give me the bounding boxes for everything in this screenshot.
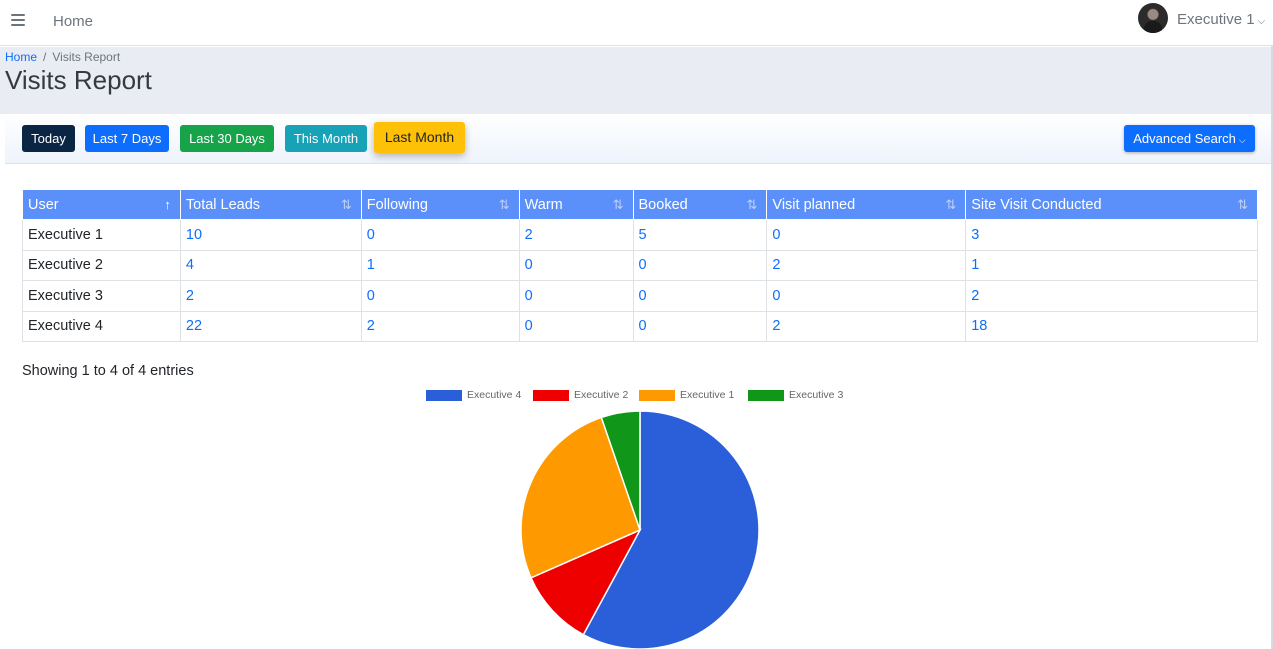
following-link[interactable]: 2 <box>360 310 520 342</box>
today-button[interactable]: Today <box>22 125 75 152</box>
breadcrumb: Home / Visits Report <box>5 50 120 64</box>
warm-link[interactable]: 2 <box>518 219 634 251</box>
user-cell: Executive 1 <box>22 219 181 251</box>
warm-link[interactable]: 0 <box>518 249 634 281</box>
table-row: Executive 1 10 0 2 5 0 3 <box>22 219 1258 251</box>
sort-icon: ⇅ <box>340 197 352 212</box>
visit-planned-link[interactable]: 0 <box>766 280 967 312</box>
column-header-label: User <box>28 196 59 213</box>
user-cell: Executive 4 <box>22 310 181 342</box>
sort-ascending-icon: ↑ <box>164 197 171 212</box>
legend-label: Executive 4 <box>467 389 522 401</box>
table-row: Executive 2 4 1 0 0 2 1 <box>22 249 1258 281</box>
column-header-visit-planned[interactable]: Visit planned ⇅ <box>766 189 967 220</box>
column-header-user[interactable]: User ↑ <box>22 189 181 220</box>
visit-planned-link[interactable]: 2 <box>766 249 967 281</box>
warm-link[interactable]: 0 <box>518 280 634 312</box>
visit-planned-link[interactable]: 2 <box>766 310 967 342</box>
column-header-following[interactable]: Following ⇅ <box>360 189 520 220</box>
booked-link[interactable]: 0 <box>632 249 768 281</box>
site-visit-conducted-link[interactable]: 3 <box>965 219 1258 251</box>
sort-icon: ⇅ <box>945 197 957 212</box>
date-filter-bar: Today Last 7 Days Last 30 Days This Mont… <box>5 114 1273 164</box>
page-title: Visits Report <box>5 65 152 95</box>
column-header-site-visit-conducted[interactable]: Site Visit Conducted ⇅ <box>965 189 1258 220</box>
content-header: Home / Visits Report Visits Report <box>0 47 1273 114</box>
this-month-button[interactable]: This Month <box>285 125 367 152</box>
last-30-days-button[interactable]: Last 30 Days <box>180 125 274 152</box>
site-visit-conducted-link[interactable]: 18 <box>965 310 1258 342</box>
site-visit-conducted-link[interactable]: 2 <box>965 280 1258 312</box>
column-header-warm[interactable]: Warm ⇅ <box>518 189 634 220</box>
advanced-search-label: Advanced Search <box>1133 131 1236 146</box>
site-visit-conducted-link[interactable]: 1 <box>965 249 1258 281</box>
legend-label: Executive 2 <box>574 389 629 401</box>
column-header-label: Total Leads <box>185 196 261 213</box>
total-leads-link[interactable]: 4 <box>179 249 362 281</box>
leads-pie-chart <box>520 410 760 649</box>
legend-swatch <box>426 390 462 401</box>
hamburger-menu-icon[interactable] <box>11 14 25 26</box>
table-header-row: User ↑ Total Leads ⇅ Following ⇅ Warm ⇅ Book… <box>22 189 1258 220</box>
legend-swatch <box>639 390 675 401</box>
breadcrumb-current: Visits Report <box>52 50 121 64</box>
booked-link[interactable]: 5 <box>632 219 768 251</box>
booked-link[interactable]: 0 <box>632 280 768 312</box>
total-leads-link[interactable]: 22 <box>179 310 362 342</box>
user-name: Executive 1 <box>1177 11 1255 28</box>
legend-label: Executive 1 <box>680 389 735 401</box>
table-entries-info: Showing 1 to 4 of 4 entries <box>22 363 194 379</box>
user-cell: Executive 3 <box>22 280 181 312</box>
last-month-button[interactable]: Last Month <box>374 122 465 153</box>
column-header-booked[interactable]: Booked ⇅ <box>632 189 768 220</box>
top-navbar: Home Executive 1 ⌵ <box>0 0 1273 46</box>
sort-icon: ⇅ <box>746 197 758 212</box>
nav-home-link[interactable]: Home <box>53 13 94 30</box>
sort-icon: ⇅ <box>1237 197 1248 212</box>
legend-label: Executive 3 <box>789 389 844 401</box>
breadcrumb-separator: / <box>43 50 47 64</box>
breadcrumb-home-link[interactable]: Home <box>5 50 38 64</box>
sort-icon: ⇅ <box>498 197 510 212</box>
warm-link[interactable]: 0 <box>518 310 634 342</box>
total-leads-link[interactable]: 10 <box>179 219 362 251</box>
column-header-label: Site Visit Conducted <box>971 196 1102 213</box>
pie-slice-executive-2[interactable] <box>530 528 642 636</box>
column-header-label: Following <box>366 196 428 213</box>
sort-icon: ⇅ <box>612 197 624 212</box>
table-row: Executive 3 2 0 0 0 0 2 <box>22 280 1258 312</box>
page-scrollbar[interactable] <box>1271 46 1273 649</box>
legend-swatch <box>748 390 784 401</box>
table-row: Executive 4 22 2 0 0 2 18 <box>22 310 1258 342</box>
booked-link[interactable]: 0 <box>632 310 768 342</box>
column-header-total-leads[interactable]: Total Leads ⇅ <box>179 189 362 220</box>
chevron-down-icon: ⌵ <box>1257 16 1266 27</box>
legend-swatch <box>533 390 569 401</box>
visits-report-table: User ↑ Total Leads ⇅ Following ⇅ Warm ⇅ Book… <box>22 189 1258 342</box>
last-7-days-button[interactable]: Last 7 Days <box>85 125 169 152</box>
advanced-search-button[interactable]: Advanced Search ⌵ <box>1124 125 1255 152</box>
column-header-label: Warm <box>524 196 563 213</box>
user-menu-dropdown[interactable]: Executive 1 ⌵ <box>1177 11 1265 28</box>
chevron-down-icon: ⌵ <box>1238 135 1246 145</box>
following-link[interactable]: 1 <box>360 249 520 281</box>
pie-slice-executive-3[interactable] <box>600 410 641 531</box>
column-header-label: Visit planned <box>772 196 856 213</box>
user-cell: Executive 2 <box>22 249 181 281</box>
pie-slice-executive-1[interactable] <box>520 416 641 579</box>
following-link[interactable]: 0 <box>360 219 520 251</box>
user-avatar[interactable] <box>1138 3 1168 33</box>
total-leads-link[interactable]: 2 <box>179 280 362 312</box>
visit-planned-link[interactable]: 0 <box>766 219 967 251</box>
column-header-label: Booked <box>638 196 688 213</box>
following-link[interactable]: 0 <box>360 280 520 312</box>
